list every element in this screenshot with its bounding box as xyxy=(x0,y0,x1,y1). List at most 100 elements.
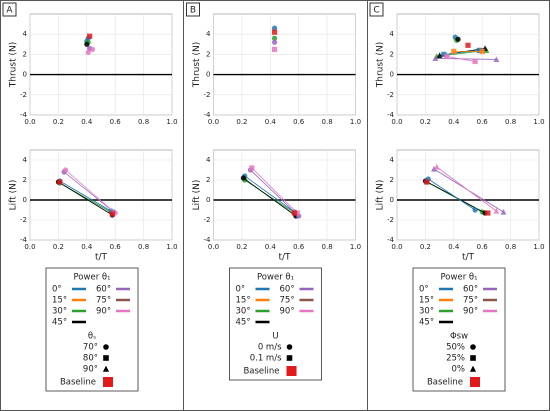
y-tick-label: 2 xyxy=(23,176,27,184)
marker-square xyxy=(472,58,478,65)
marker-square xyxy=(476,47,482,53)
x-tick-label: 0.2 xyxy=(236,243,247,251)
marker-triangle xyxy=(493,56,500,63)
legend-label: 15° xyxy=(419,296,434,306)
x-tick-label: 0.6 xyxy=(110,118,122,126)
y-tick-label: 4 xyxy=(23,156,28,164)
series-line xyxy=(250,169,299,217)
legend-label: 30° xyxy=(419,307,434,317)
y-tick-label: -4 xyxy=(204,236,212,244)
marker-circle xyxy=(240,175,246,181)
legend-label: 90° xyxy=(463,307,478,317)
series-line xyxy=(59,180,112,212)
marker-square xyxy=(294,210,300,216)
marker-triangle xyxy=(469,365,477,372)
marker-circle xyxy=(103,344,109,350)
y-tick-label: 2 xyxy=(390,50,394,58)
marker-circle xyxy=(472,207,478,213)
marker-square xyxy=(57,179,63,185)
legend-label: 90° xyxy=(83,365,98,375)
marker-triangle xyxy=(102,365,110,372)
y-axis-label: Lift (N) xyxy=(9,180,19,211)
x-axis-label: t/T xyxy=(278,253,291,263)
legend-label: 45° xyxy=(236,318,251,328)
marker-square xyxy=(465,42,471,48)
y-tick-label: 0 xyxy=(206,71,210,79)
legend-title: Power θ₁ xyxy=(73,273,110,283)
legend-label: 80° xyxy=(83,354,98,364)
x-tick-label: 0.6 xyxy=(110,243,122,251)
y-axis-label: Thrust (N) xyxy=(9,42,19,88)
legend-label: 0 m/s xyxy=(258,343,282,353)
legend-box xyxy=(229,267,322,381)
marker-square xyxy=(103,355,109,361)
legend-label: 15° xyxy=(236,296,251,306)
panel-label: A xyxy=(6,6,13,16)
series-line xyxy=(244,175,295,213)
y-tick-label: 4 xyxy=(390,156,395,164)
legend-label: 50% xyxy=(446,343,465,353)
legend-baseline: Baseline xyxy=(60,378,96,388)
x-tick-label: 0.2 xyxy=(420,243,431,251)
x-tick-label: 0.4 xyxy=(265,243,277,251)
marker-square xyxy=(109,211,115,217)
marker-square xyxy=(87,33,93,39)
legend-label: 90° xyxy=(280,307,295,317)
y-tick-label: 2 xyxy=(390,176,394,184)
x-tick-label: 0.2 xyxy=(53,118,64,126)
marker-circle xyxy=(89,46,96,52)
legend-label: 60° xyxy=(463,285,478,295)
legend-baseline: Baseline xyxy=(427,378,463,388)
y-tick-label: -2 xyxy=(387,91,394,99)
legend-label: 25% xyxy=(446,354,465,364)
legend-label: 0° xyxy=(236,285,246,295)
legend-label: 0° xyxy=(52,285,62,295)
marker-circle xyxy=(62,167,69,173)
y-tick-label: 0 xyxy=(390,196,394,204)
legend-title: Power θ₁ xyxy=(257,273,294,283)
plot-area xyxy=(213,149,356,241)
legend-label: 70° xyxy=(83,343,98,353)
y-tick-label: -2 xyxy=(20,216,27,224)
x-tick-label: 0.8 xyxy=(505,243,516,251)
x-tick-label: 0.4 xyxy=(448,118,460,126)
x-tick-label: 0.4 xyxy=(448,243,460,251)
legend-label: 75° xyxy=(96,296,111,306)
marker-square xyxy=(249,165,255,171)
x-tick-label: 0.0 xyxy=(24,243,35,251)
marker-square xyxy=(485,210,491,216)
x-tick-label: 1.0 xyxy=(350,118,361,126)
legend-title: Power θ₁ xyxy=(440,273,477,283)
marker-circle xyxy=(286,344,293,350)
y-axis-label: Thrust (N) xyxy=(192,42,202,88)
x-tick-label: 0.0 xyxy=(391,118,402,126)
marker-circle xyxy=(470,344,476,350)
x-tick-label: 0.6 xyxy=(477,118,489,126)
marker-circle xyxy=(271,35,278,41)
y-tick-label: -4 xyxy=(20,236,28,244)
x-tick-label: 0.0 xyxy=(208,243,219,251)
x-axis-label: t/T xyxy=(462,253,475,263)
legend-baseline: Baseline xyxy=(243,367,279,377)
marker-circle xyxy=(84,41,90,47)
y-tick-label: 2 xyxy=(206,176,210,184)
x-tick-label: 0.0 xyxy=(391,243,402,251)
legend-label: 30° xyxy=(52,307,67,317)
legend-label: 45° xyxy=(419,318,434,328)
panel-label-box xyxy=(2,2,17,17)
series-line xyxy=(65,169,116,214)
x-tick-label: 0.0 xyxy=(208,118,219,126)
legend-label: 0% xyxy=(452,365,466,375)
y-tick-label: -4 xyxy=(204,111,212,119)
y-tick-label: 0 xyxy=(23,71,27,79)
legend-label: 30° xyxy=(236,307,251,317)
panel-label-box xyxy=(369,2,384,17)
x-tick-label: 0.8 xyxy=(138,243,149,251)
y-tick-label: 4 xyxy=(23,30,28,38)
plot-area xyxy=(29,13,173,116)
marker-circle xyxy=(85,49,91,55)
y-tick-label: 0 xyxy=(206,196,210,204)
x-axis-label: t/T xyxy=(95,253,108,263)
legend-label: 75° xyxy=(280,296,295,306)
legend-label: 60° xyxy=(96,285,111,295)
